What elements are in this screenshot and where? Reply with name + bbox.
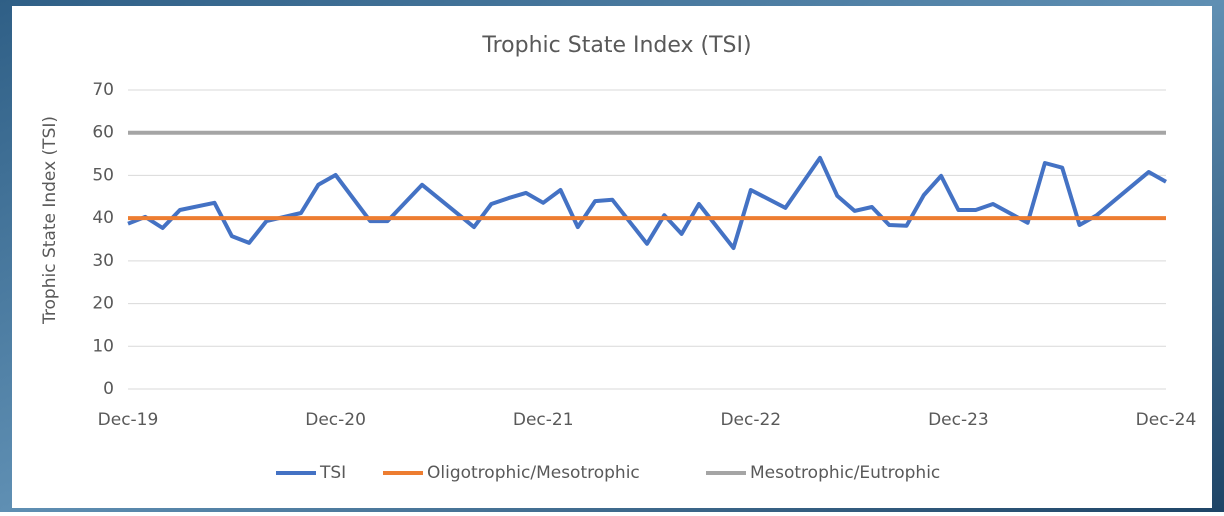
x-tick-label: Dec-19 <box>98 410 159 430</box>
y-tick-label: 70 <box>92 80 114 100</box>
legend-label: TSI <box>319 463 346 483</box>
x-tick-label: Dec-21 <box>513 410 574 430</box>
chart-title: Trophic State Index (TSI) <box>481 33 751 58</box>
legend-label: Oligotrophic/Mesotrophic <box>427 463 640 483</box>
y-axis-label: Trophic State Index (TSI) <box>40 116 60 325</box>
y-tick-label: 50 <box>92 165 114 185</box>
y-tick-label: 30 <box>92 251 114 271</box>
y-tick-label: 0 <box>103 379 114 399</box>
y-tick-label: 60 <box>92 123 114 143</box>
y-tick-label: 40 <box>92 208 114 228</box>
chart: Trophic State Index (TSI) Trophic State … <box>0 0 1224 512</box>
x-tick-label: Dec-24 <box>1136 410 1197 430</box>
x-tick-label: Dec-22 <box>720 410 781 430</box>
chart-panel <box>12 6 1212 508</box>
x-tick-label: Dec-20 <box>305 410 366 430</box>
x-tick-label: Dec-23 <box>928 410 989 430</box>
y-tick-label: 10 <box>92 336 114 356</box>
legend-label: Mesotrophic/Eutrophic <box>750 463 940 483</box>
y-tick-label: 20 <box>92 294 114 314</box>
